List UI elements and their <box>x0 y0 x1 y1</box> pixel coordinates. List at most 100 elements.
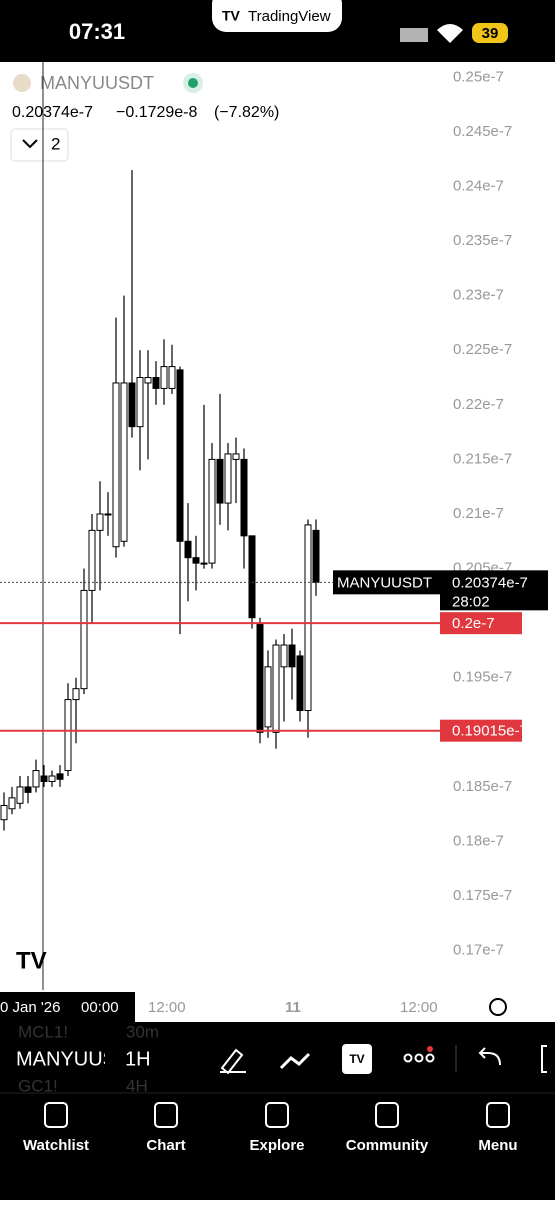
tv-watermark: TV <box>16 947 47 974</box>
candle-body <box>216 458 224 504</box>
ghost-symbol: GC1! <box>18 1076 58 1095</box>
price: 0.20374e-7 <box>12 104 93 121</box>
nav-icon[interactable] <box>486 1102 510 1128</box>
level-label: 0.2e-7 <box>452 615 495 632</box>
nav-label[interactable]: Chart <box>146 1137 185 1154</box>
collapse-count: 2 <box>51 134 60 153</box>
draw-icon[interactable] <box>220 1048 246 1075</box>
toolbar-symbol[interactable]: MANYUUSDT <box>16 1048 143 1070</box>
y-tick-label: 0.23e-7 <box>453 287 504 304</box>
nav-icon[interactable] <box>154 1102 178 1128</box>
y-tick-label: 0.215e-7 <box>453 450 512 467</box>
candle-body <box>48 775 56 782</box>
app-name: TradingView <box>248 8 331 25</box>
coin-icon <box>13 74 31 92</box>
y-tick-label: 0.235e-7 <box>453 232 512 249</box>
indicator-icon[interactable] <box>279 1052 311 1070</box>
x-tick-label: 11 <box>285 999 301 1016</box>
nav-icon[interactable] <box>265 1102 289 1128</box>
candle-body <box>240 458 248 537</box>
collapse-button[interactable] <box>10 128 69 162</box>
app-pill <box>212 0 342 32</box>
ghost-interval: 4H <box>126 1076 148 1095</box>
x-tick-label: 12:00 <box>400 999 438 1016</box>
symbol: MANYUUSDT <box>40 73 154 93</box>
more-icon[interactable] <box>403 1046 435 1063</box>
battery <box>472 23 508 43</box>
nav: Watchlist Chart Explore Community Menu <box>23 1102 518 1154</box>
y-tick-label: 0.185e-7 <box>453 778 512 795</box>
last-price-symbol: MANYUUSDT <box>337 574 432 591</box>
crosshair-time <box>0 992 135 1022</box>
nav-label[interactable]: Menu <box>478 1137 517 1154</box>
candle-body <box>168 366 176 389</box>
ghost-symbol: MCL1! <box>18 1022 68 1041</box>
expand-icon[interactable] <box>541 1045 547 1073</box>
settings-icon[interactable] <box>489 998 507 1016</box>
undo-icon[interactable] <box>478 1047 501 1066</box>
countdown: 28:02 <box>452 593 490 610</box>
candle-body <box>32 770 40 788</box>
candle-body <box>312 529 320 583</box>
last-price-symbol-bg <box>333 570 440 595</box>
y-tick-label: 0.195e-7 <box>453 669 512 686</box>
candle-body <box>280 644 288 668</box>
level-label-bg <box>440 719 522 742</box>
last-price-label: 0.20374e-7 <box>452 574 528 591</box>
nav-icon[interactable] <box>44 1102 68 1128</box>
y-tick-label: 0.17e-7 <box>453 942 504 959</box>
candle-body <box>64 699 72 772</box>
nav-label[interactable]: Explore <box>249 1137 304 1154</box>
candle-body <box>120 382 128 542</box>
level-label-bg <box>440 612 522 635</box>
candle-body <box>128 382 136 428</box>
candle-body <box>16 786 24 804</box>
nav-label[interactable]: Watchlist <box>23 1137 89 1154</box>
candle-body <box>248 535 256 619</box>
candle-body <box>160 366 168 389</box>
toolbar-bg <box>0 1022 555 1200</box>
candle-body <box>88 529 96 591</box>
nav-label[interactable]: Community <box>346 1137 429 1154</box>
level-label: 0.19015e-7 <box>452 723 528 740</box>
tv-button-logo: TV <box>349 1052 364 1066</box>
nav-icon[interactable] <box>375 1102 399 1128</box>
candle-body <box>72 688 80 701</box>
x-tick-label: 00:00 <box>81 999 119 1016</box>
candle-body <box>104 513 112 516</box>
last-price-bg <box>440 570 548 611</box>
y-tick-label: 0.18e-7 <box>453 832 504 849</box>
y-tick-label: 0.25e-7 <box>453 68 504 85</box>
change: −0.1729e-8 <box>116 104 198 121</box>
wifi <box>437 24 463 43</box>
candle-body <box>56 773 64 780</box>
candle-body <box>40 775 48 782</box>
chevron <box>22 139 38 149</box>
candle-body <box>264 666 272 728</box>
candle-body <box>304 524 312 712</box>
signal <box>400 28 428 42</box>
battery-level: 39 <box>482 25 499 42</box>
y-tick-label: 0.22e-7 <box>453 396 504 413</box>
y-tick-label: 0.225e-7 <box>453 341 512 358</box>
plot: 0.25e-7 0.245e-7 0.24e-7 0.235e-7 0.23e-7 0.2… <box>0 68 548 959</box>
y-tick-label: 0.175e-7 <box>453 887 512 904</box>
toolbar-interval[interactable]: 1H <box>125 1048 151 1070</box>
candle-body <box>208 458 216 564</box>
candle-body <box>80 589 88 690</box>
candle-body <box>144 377 152 384</box>
candle-body <box>176 369 184 542</box>
y-tick-label: 0.21e-7 <box>453 505 504 522</box>
candle-body <box>272 644 280 733</box>
x-tick-label: 12:00 <box>148 999 186 1016</box>
candle-body <box>112 382 120 548</box>
candle-body <box>96 513 104 531</box>
candle-body <box>24 786 32 793</box>
candle-body <box>232 453 240 460</box>
tv-button[interactable] <box>342 1044 372 1074</box>
candle-body <box>184 540 192 559</box>
candle-body <box>256 622 264 733</box>
candle-body <box>296 655 304 712</box>
